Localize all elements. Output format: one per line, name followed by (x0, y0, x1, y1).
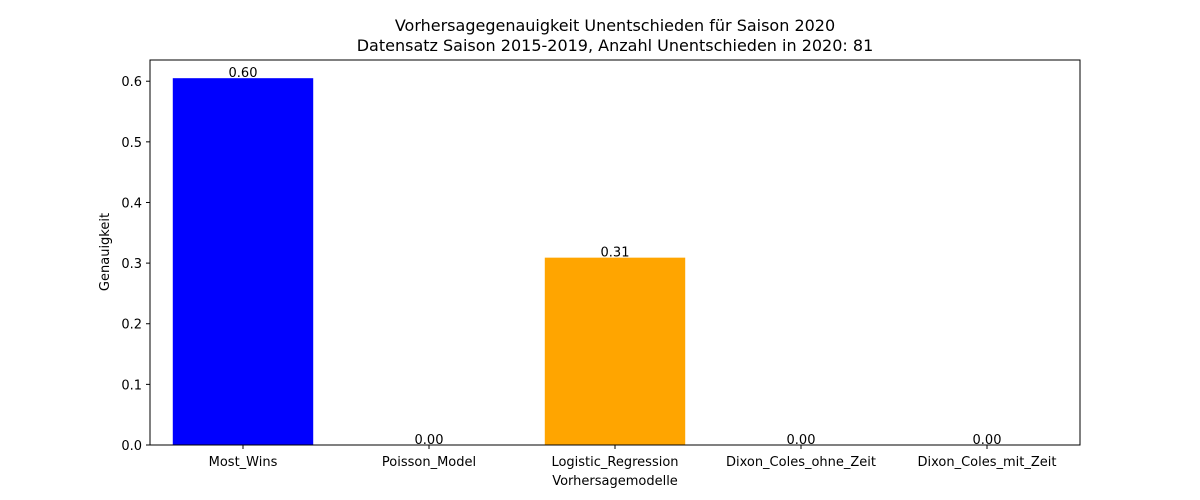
x-tick-label-Poisson_Model: Poisson_Model (382, 455, 476, 470)
y-tick-label-0.2: 0.2 (121, 318, 142, 333)
y-axis-label: Genauigkeit (98, 213, 113, 291)
y-tick-label-0.0: 0.0 (121, 439, 142, 454)
value-label-Logistic_Regression: 0.31 (601, 246, 630, 261)
y-tick-label-0.1: 0.1 (121, 378, 142, 393)
value-label-Poisson_Model: 0.00 (415, 433, 444, 448)
plot-area: 0.60 Most_Wins 0.00 Poisson_Model 0.31 Logist… (121, 66, 1056, 470)
value-label-Dixon_Coles_mit_Zeit: 0.00 (973, 433, 1002, 448)
y-tick-label-0.3: 0.3 (121, 257, 142, 272)
bar-Logistic_Regression (544, 257, 686, 445)
bar-Most_Wins (172, 78, 314, 446)
y-tick-label-0.4: 0.4 (121, 196, 142, 211)
x-tick-label-Dixon_Coles_ohne_Zeit: Dixon_Coles_ohne_Zeit (726, 455, 876, 470)
chart-title: Vorhersagegenauigkeit Unentschieden für … (395, 16, 835, 35)
x-tick-label-Dixon_Coles_mit_Zeit: Dixon_Coles_mit_Zeit (917, 455, 1056, 470)
value-label-Dixon_Coles_ohne_Zeit: 0.00 (787, 433, 816, 448)
y-tick-label-0.6: 0.6 (121, 75, 142, 90)
chart-subtitle: Datensatz Saison 2015-2019, Anzahl Unent… (357, 36, 874, 55)
plot-frame (149, 59, 1081, 446)
x-tick-label-Most_Wins: Most_Wins (209, 455, 278, 470)
x-tick-label-Logistic_Regression: Logistic_Regression (551, 455, 678, 470)
x-axis-label: Vorhersagemodelle (552, 474, 678, 489)
y-tick-label-0.5: 0.5 (121, 136, 142, 151)
value-label-Most_Wins: 0.60 (229, 66, 258, 81)
